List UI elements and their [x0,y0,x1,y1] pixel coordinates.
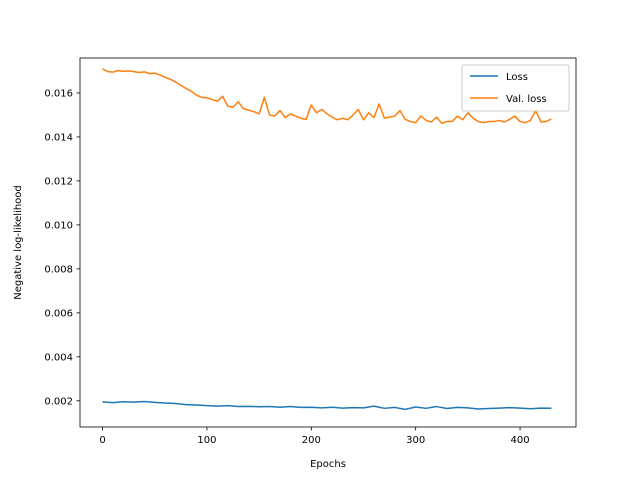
x-tick-label: 0 [99,435,105,446]
y-axis: 0.002 0.004 0.006 0.008 0.010 0.012 0.014 0.016 [44,88,80,407]
legend: Loss Val. loss [461,64,570,112]
y-tick-label: 0.010 [44,220,73,231]
x-axis: 0 100 200 300 400 [99,427,530,446]
y-tick-label: 0.006 [44,308,73,319]
series-line-1 [102,400,552,411]
legend-label: Loss [506,72,528,83]
x-tick-label: 200 [302,435,321,446]
y-axis-label: Negative log-likelihood [13,185,24,300]
x-tick-label: 400 [511,435,530,446]
series-line-2 [102,68,552,125]
x-tick-label: 300 [406,435,425,446]
legend-label: Val. loss [506,94,547,105]
y-tick-label: 0.014 [44,132,73,143]
y-tick-label: 0.004 [44,352,73,363]
y-tick-label: 0.002 [44,396,73,407]
series-layer [102,68,552,411]
x-axis-label: Epochs [310,459,346,470]
y-tick-label: 0.016 [44,88,73,99]
x-tick-label: 100 [197,435,216,446]
y-tick-label: 0.012 [44,176,73,187]
plot-frame [79,57,577,428]
y-tick-label: 0.008 [44,264,73,275]
